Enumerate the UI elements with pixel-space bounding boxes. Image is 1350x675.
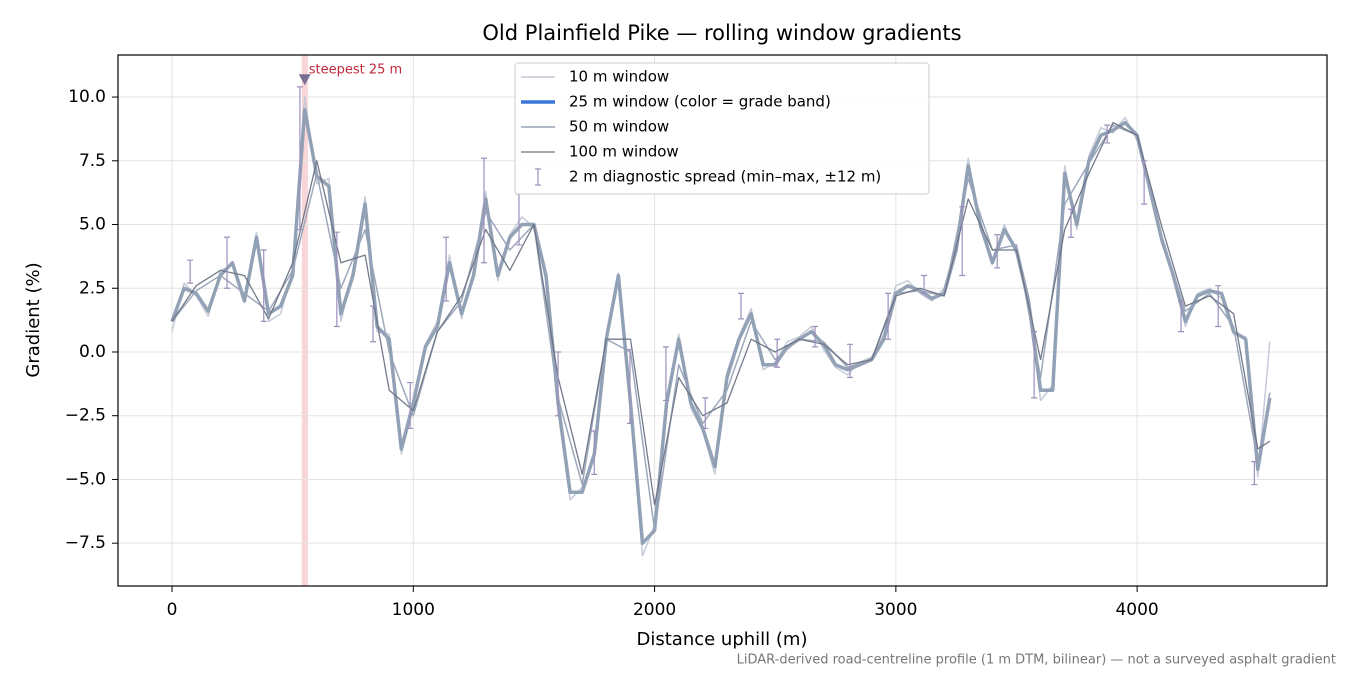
error-bar <box>847 343 854 379</box>
error-bar <box>812 325 819 348</box>
plot-frame <box>117 54 1328 587</box>
legend-label: 100 m window <box>569 143 679 161</box>
y-tick-label: 2.5 <box>79 278 106 298</box>
error-bar <box>885 292 892 340</box>
y-axis-label: Gradient (%) <box>23 262 44 377</box>
y-tick-label: −7.5 <box>65 533 106 553</box>
x-tick-label: 0 <box>167 600 178 620</box>
error-bar <box>591 430 598 475</box>
error-bar <box>1215 285 1222 328</box>
error-bar <box>626 348 633 424</box>
y-tick-label: −2.5 <box>65 406 106 426</box>
error-bar <box>994 234 1001 269</box>
error-bar <box>774 338 781 368</box>
error-bar <box>1178 300 1185 333</box>
x-tick-label: 1000 <box>392 600 435 620</box>
series-line <box>171 121 1271 506</box>
y-tick-label: 5.0 <box>79 215 106 235</box>
error-bar <box>737 292 744 320</box>
chart-title: Old Plainfield Pike — rolling window gra… <box>482 21 961 45</box>
error-bar <box>702 397 709 430</box>
y-tick-label: 10.0 <box>68 87 106 107</box>
steepest-marker <box>298 74 311 86</box>
series-line <box>170 108 1272 545</box>
x-tick-label: 2000 <box>633 600 676 620</box>
legend: 10 m window 25 m window (color = grade ba… <box>514 62 930 195</box>
error-bar <box>333 231 340 328</box>
highlight-span <box>301 55 308 586</box>
error-bar <box>662 346 669 402</box>
x-tick-label: 4000 <box>1115 600 1158 620</box>
error-bar <box>1251 460 1258 486</box>
legend-box <box>514 62 930 195</box>
error-bar <box>296 86 303 231</box>
error-bar <box>443 236 450 302</box>
legend-swatch <box>535 168 541 186</box>
legend-label: 2 m diagnostic spread (min–max, ±12 m) <box>569 168 881 186</box>
error-bar <box>187 259 194 284</box>
error-bar <box>1031 330 1038 399</box>
annotation: steepest 25 m <box>309 63 402 78</box>
error-bar <box>959 206 966 277</box>
footnote: LiDAR-derived road-centreline profile (1… <box>737 653 1336 668</box>
x-tick-label: 3000 <box>874 600 917 620</box>
error-bar <box>921 274 928 294</box>
y-tick-label: −5.0 <box>65 469 106 489</box>
error-bar <box>1141 160 1148 205</box>
legend-label: 25 m window (color = grade band) <box>569 93 831 111</box>
y-tick-label: 0.0 <box>79 342 106 362</box>
error-bar <box>481 157 488 264</box>
error-bar <box>555 351 562 417</box>
error-bar <box>1104 124 1111 144</box>
legend-label: 50 m window <box>569 118 669 136</box>
series-line <box>171 124 1271 532</box>
y-tick-label: 7.5 <box>79 151 106 171</box>
error-bar <box>224 236 231 289</box>
x-axis-label: Distance uphill (m) <box>637 629 808 650</box>
error-bar <box>370 305 377 343</box>
error-bar <box>260 249 267 322</box>
error-bar <box>407 381 414 430</box>
legend-label: 10 m window <box>569 68 669 86</box>
error-bar <box>1068 208 1075 238</box>
